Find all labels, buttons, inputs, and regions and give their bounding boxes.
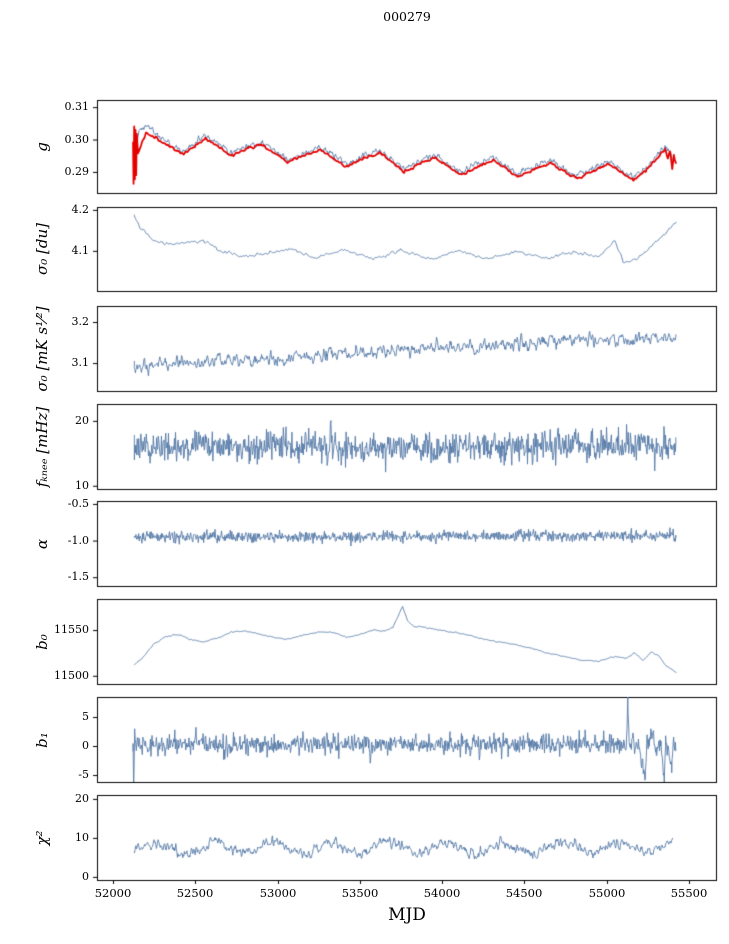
ytick-chi2-0: 0	[82, 869, 89, 883]
ytick-b1--5: -5	[78, 768, 89, 782]
ytick-g-0.30: 0.30	[64, 132, 90, 146]
ylabel-g: g	[33, 141, 51, 152]
ylabel-b0: b₀	[33, 633, 51, 650]
ylabel-b1: b₁	[33, 731, 51, 748]
xtick-54000: 54000	[423, 886, 461, 900]
ytick-chi2-20: 20	[75, 791, 89, 805]
ylabel-chi2: χ²	[33, 829, 51, 846]
ytick-fknee-10: 10	[75, 478, 89, 492]
ytick-g-0.29: 0.29	[64, 164, 90, 178]
ytick-b0-11500: 11500	[54, 668, 89, 682]
figure-title: 000279	[383, 9, 431, 24]
ytick-g-0.31: 0.31	[64, 100, 90, 114]
ytick-chi2-10: 10	[75, 830, 89, 844]
ylabel-alpha: α	[33, 538, 51, 549]
ytick-b0-11550: 11550	[54, 623, 89, 637]
xtick-52500: 52500	[176, 886, 214, 900]
x-axis-label: MJD	[388, 905, 426, 925]
xtick-53000: 53000	[259, 886, 297, 900]
ytick-alpha--1.0: -1.0	[67, 533, 89, 547]
xtick-53500: 53500	[341, 886, 379, 900]
ytick-sigma0-mks-3.2: 3.2	[71, 315, 90, 328]
ytick-alpha--1.5: -1.5	[67, 570, 89, 584]
ytick-sigma0-du-4.1: 4.1	[71, 243, 90, 257]
xtick-55500: 55500	[670, 886, 708, 900]
ytick-fknee-20: 20	[75, 413, 89, 427]
ytick-sigma0-du-4.2: 4.2	[71, 202, 90, 216]
xtick-52000: 52000	[94, 886, 132, 900]
xtick-54500: 54500	[505, 886, 543, 900]
ytick-alpha--0.5: -0.5	[67, 496, 89, 510]
ytick-b1-0: 0	[82, 739, 89, 753]
ylabel-sigma0-du: σ₀ [du]	[33, 223, 51, 275]
ytick-sigma0-mks-3.1: 3.1	[71, 356, 90, 370]
ytick-b1-5: 5	[82, 710, 89, 724]
xtick-55000: 55000	[588, 886, 626, 900]
ylabel-sigma0-mks: σ₀ [mK s¹⁄²]	[33, 305, 51, 392]
ylabel-fknee: fₖₙₑₑ [mHz]	[33, 406, 51, 487]
